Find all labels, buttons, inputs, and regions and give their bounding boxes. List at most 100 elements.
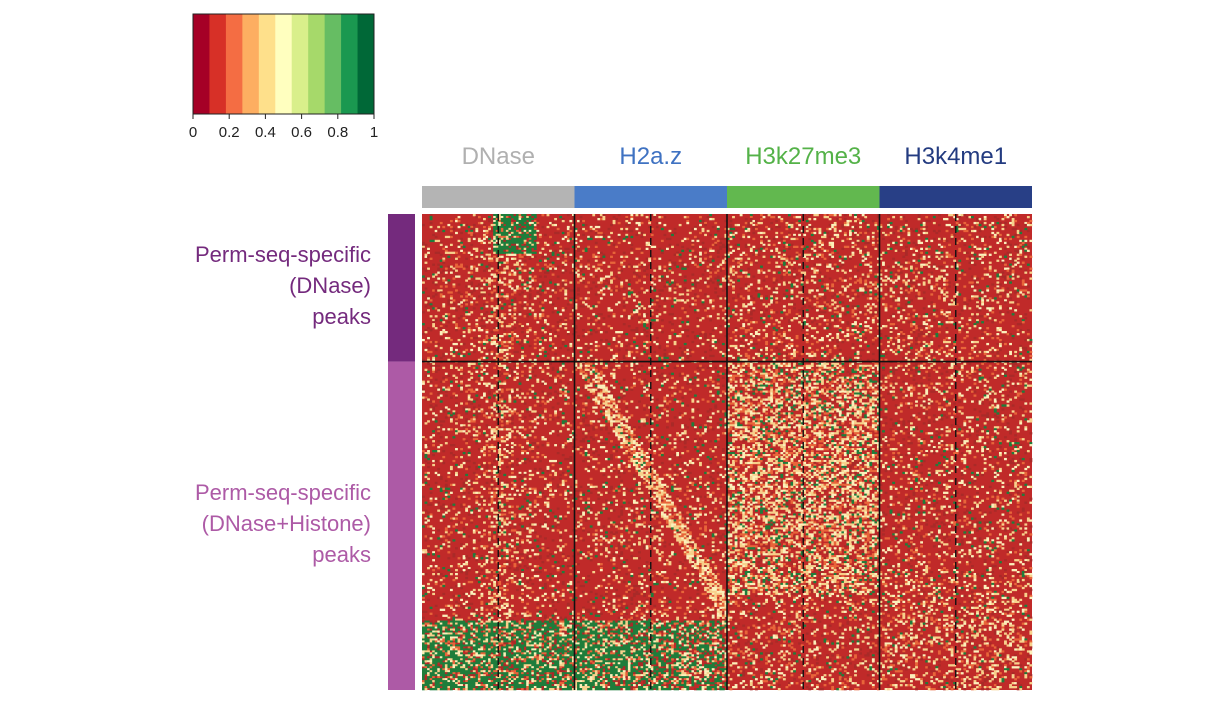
heatmap-cell (638, 231, 641, 235)
heatmap-cell (513, 547, 517, 550)
heatmap-cell (500, 646, 509, 649)
heatmap-cell (500, 325, 504, 328)
heatmap-cell (488, 283, 491, 286)
heatmap-cell (584, 297, 588, 300)
heatmap-cell (449, 680, 453, 683)
heatmap-cell (587, 317, 591, 320)
heatmap-cell (559, 674, 563, 677)
heatmap-cell (531, 626, 535, 629)
heatmap-cell (551, 584, 555, 588)
heatmap-cell (493, 446, 497, 449)
heatmap-cell (495, 235, 499, 239)
heatmap-cell (566, 588, 570, 592)
heatmap-cell (498, 271, 502, 274)
heatmap-cell (523, 477, 527, 481)
heatmap-cell (437, 620, 441, 623)
heatmap-cell (503, 654, 507, 657)
heatmap-cell (533, 392, 537, 395)
heatmap-cell (510, 370, 514, 373)
heatmap-cell (571, 499, 575, 502)
heatmap-cell (531, 628, 537, 631)
heatmap-cell (571, 402, 575, 405)
heatmap-cell (483, 473, 486, 477)
heatmap-cell (485, 336, 489, 340)
heatmap-cell (503, 523, 507, 526)
heatmap-cell (561, 287, 565, 290)
heatmap-cell (528, 275, 532, 278)
heatmap-cell (467, 652, 471, 655)
heatmap-cell (559, 386, 563, 389)
heatmap-cell (516, 313, 519, 316)
heatmap-cell (508, 664, 512, 667)
heatmap-cell (477, 608, 481, 611)
heatmap-cell (503, 660, 507, 663)
heatmap-cell (518, 388, 522, 391)
heatmap-cell (714, 243, 718, 247)
heatmap-cell (521, 628, 524, 631)
heatmap-cell (485, 382, 489, 385)
heatmap-cell (571, 354, 575, 358)
heatmap-cell (523, 354, 527, 358)
heatmap-cell (526, 378, 530, 381)
heatmap-cell (455, 416, 458, 419)
heatmap-cell (544, 640, 547, 643)
heatmap-cell (551, 348, 555, 352)
heatmap-cell (721, 267, 725, 270)
heatmap-cell (518, 626, 522, 629)
heatmap-cell (488, 241, 491, 245)
heatmap-cell (503, 354, 507, 358)
heatmap-cell (439, 271, 443, 274)
heatmap-cell (666, 275, 669, 278)
heatmap-cell (566, 358, 570, 362)
heatmap-cell (490, 412, 494, 415)
heatmap-cell (437, 537, 441, 540)
heatmap-cell (559, 313, 563, 316)
heatmap-cell (462, 267, 466, 270)
heatmap-cell (424, 636, 428, 639)
heatmap-cell (488, 257, 491, 260)
heatmap-cell (544, 253, 547, 256)
heatmap-cell (444, 267, 448, 270)
heatmap-cell (513, 574, 517, 578)
heatmap-cell (477, 475, 481, 479)
heatmap-cell (485, 356, 489, 360)
heatmap-cell (505, 632, 509, 635)
heatmap-cell (564, 493, 568, 496)
heatmap-cell (429, 525, 433, 528)
heatmap-cell (477, 378, 481, 381)
heatmap-cell (533, 672, 537, 675)
heatmap-cell (424, 269, 428, 272)
heatmap-cell (505, 352, 509, 356)
heatmap-cell (544, 517, 547, 520)
heatmap-cell (554, 680, 558, 683)
heatmap-cell (493, 493, 497, 496)
heatmap-cell (442, 461, 446, 465)
heatmap-cell (549, 644, 552, 647)
heatmap-cell (528, 237, 532, 241)
heatmap-cell (439, 670, 446, 673)
heatmap-cell (696, 253, 700, 256)
heatmap-cell (465, 555, 469, 558)
heatmap-cell (434, 283, 438, 286)
heatmap-cell (422, 333, 425, 336)
heatmap-cell (503, 227, 509, 231)
heatmap-cell (523, 636, 527, 639)
heatmap-cell (544, 275, 547, 278)
heatmap-cell (475, 412, 481, 415)
heatmap-cell (556, 434, 560, 437)
heatmap-cell (505, 634, 509, 637)
heatmap-cell (465, 668, 469, 671)
heatmap-cell (505, 561, 509, 564)
heatmap-cell (549, 493, 552, 496)
heatmap-cell (488, 487, 491, 490)
heatmap-cell (462, 654, 466, 657)
heatmap-cell (495, 269, 499, 272)
heatmap-cell (470, 594, 474, 598)
heatmap-cell (503, 521, 507, 524)
heatmap-cell (549, 688, 555, 691)
heatmap-cell (490, 499, 494, 502)
heatmap-cell (518, 535, 522, 538)
heatmap-cell (485, 372, 489, 375)
heatmap-cell (556, 422, 560, 425)
heatmap-cell (470, 642, 474, 645)
